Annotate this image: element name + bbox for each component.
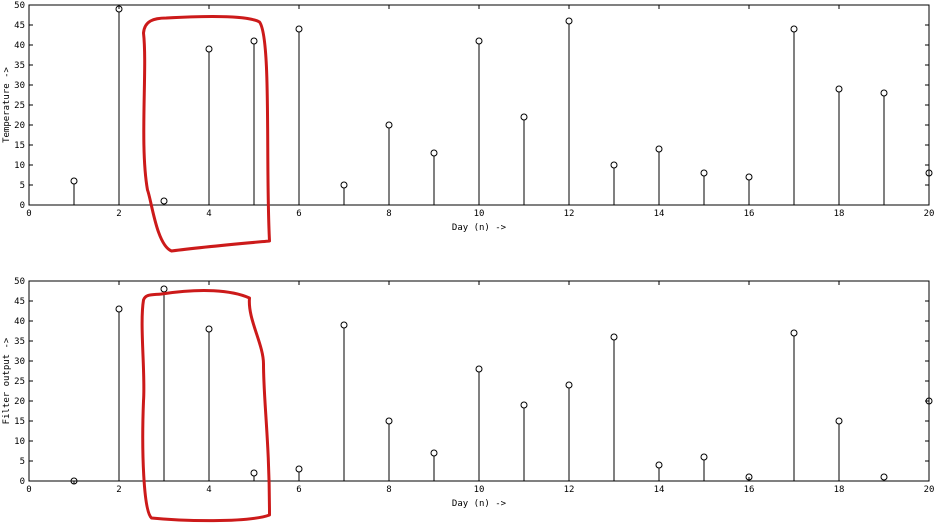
y-tick-label: 30 xyxy=(14,357,25,367)
y-tick-label: 50 xyxy=(14,277,25,287)
stem-marker xyxy=(745,173,753,181)
stem-marker xyxy=(880,473,888,481)
x-tick-label: 18 xyxy=(834,485,845,495)
y-tick-label: 25 xyxy=(14,377,25,387)
y-tick-label: 10 xyxy=(14,161,25,171)
x-axis-label: Day (n) -> xyxy=(452,223,507,233)
stem-marker xyxy=(565,381,573,389)
stem-marker xyxy=(475,365,483,373)
stem-marker xyxy=(430,149,438,157)
y-tick-label: 50 xyxy=(14,1,25,11)
stem-marker xyxy=(880,89,888,97)
stem-marker xyxy=(700,169,708,177)
y-tick-label: 15 xyxy=(14,417,25,427)
y-tick-label: 40 xyxy=(14,41,25,51)
x-tick-label: 6 xyxy=(296,485,301,495)
stem-marker xyxy=(70,477,78,485)
stem-marker xyxy=(205,45,213,53)
stem-marker xyxy=(160,197,168,205)
highlight-annotation xyxy=(140,289,271,523)
stem-marker xyxy=(295,465,303,473)
stem-marker xyxy=(115,305,123,313)
y-tick-label: 35 xyxy=(14,61,25,71)
stem-marker xyxy=(745,473,753,481)
stem-marker xyxy=(340,321,348,329)
x-tick-label: 20 xyxy=(924,485,935,495)
stem-marker xyxy=(115,5,123,13)
stem-marker xyxy=(340,181,348,189)
stem-marker xyxy=(610,161,618,169)
stem-marker xyxy=(610,333,618,341)
y-tick-label: 10 xyxy=(14,437,25,447)
stem-marker xyxy=(250,469,258,477)
stem-marker xyxy=(655,461,663,469)
x-tick-label: 10 xyxy=(474,209,485,219)
y-tick-label: 20 xyxy=(14,121,25,131)
stem-marker xyxy=(565,17,573,25)
y-tick-label: 30 xyxy=(14,81,25,91)
stem-marker xyxy=(790,25,798,33)
y-tick-label: 35 xyxy=(14,337,25,347)
y-tick-label: 40 xyxy=(14,317,25,327)
chart-panel-1: 0 2 4 6 8 10 12 14 16 18 20 0 5 10 15 20 25 30 35 40 45 50 Day… xyxy=(2,1,935,253)
stem-marker xyxy=(385,417,393,425)
x-tick-label: 14 xyxy=(654,209,665,219)
highlight-annotation xyxy=(142,15,271,253)
x-tick-label: 8 xyxy=(386,209,391,219)
y-tick-label: 0 xyxy=(20,477,25,487)
stem-marker xyxy=(925,397,933,405)
x-tick-label: 4 xyxy=(206,209,211,219)
x-tick-label: 0 xyxy=(26,209,31,219)
stem-marker xyxy=(295,25,303,33)
stem-marker xyxy=(475,37,483,45)
stem-marker xyxy=(520,113,528,121)
y-tick-label: 45 xyxy=(14,21,25,31)
y-tick-label: 15 xyxy=(14,141,25,151)
x-tick-label: 16 xyxy=(744,485,755,495)
stem-marker xyxy=(655,145,663,153)
chart-panel-2: 0 2 4 6 8 10 12 14 16 18 20 0 5 10 15 20 25 30 35 40 45 50 Day… xyxy=(2,277,935,523)
x-tick-label: 0 xyxy=(26,485,31,495)
stem-marker xyxy=(790,329,798,337)
x-tick-label: 2 xyxy=(116,485,121,495)
x-tick-label: 2 xyxy=(116,209,121,219)
stem-marker xyxy=(205,325,213,333)
stem-marker xyxy=(835,417,843,425)
y-axis-label: Temperature -> xyxy=(2,66,12,142)
x-tick-label: 6 xyxy=(296,209,301,219)
x-tick-label: 20 xyxy=(924,209,935,219)
stem-marker xyxy=(160,285,168,293)
x-tick-label: 16 xyxy=(744,209,755,219)
x-tick-label: 18 xyxy=(834,209,845,219)
y-tick-label: 20 xyxy=(14,397,25,407)
x-axis-label: Day (n) -> xyxy=(452,499,507,509)
stem-marker xyxy=(250,37,258,45)
x-tick-label: 4 xyxy=(206,485,211,495)
y-tick-label: 45 xyxy=(14,297,25,307)
x-tick-label: 12 xyxy=(564,209,575,219)
stem-marker xyxy=(835,85,843,93)
x-tick-label: 10 xyxy=(474,485,485,495)
x-tick-label: 8 xyxy=(386,485,391,495)
stem-marker xyxy=(385,121,393,129)
y-tick-label: 5 xyxy=(20,181,25,191)
stem-marker xyxy=(520,401,528,409)
y-tick-label: 0 xyxy=(20,201,25,211)
stem-marker xyxy=(925,169,933,177)
y-axis-label: Filter output -> xyxy=(2,337,12,424)
y-tick-label: 25 xyxy=(14,101,25,111)
x-tick-label: 12 xyxy=(564,485,575,495)
stem-marker xyxy=(430,449,438,457)
y-tick-label: 5 xyxy=(20,457,25,467)
stem-marker xyxy=(700,453,708,461)
x-tick-label: 14 xyxy=(654,485,665,495)
stem-marker xyxy=(70,177,78,185)
